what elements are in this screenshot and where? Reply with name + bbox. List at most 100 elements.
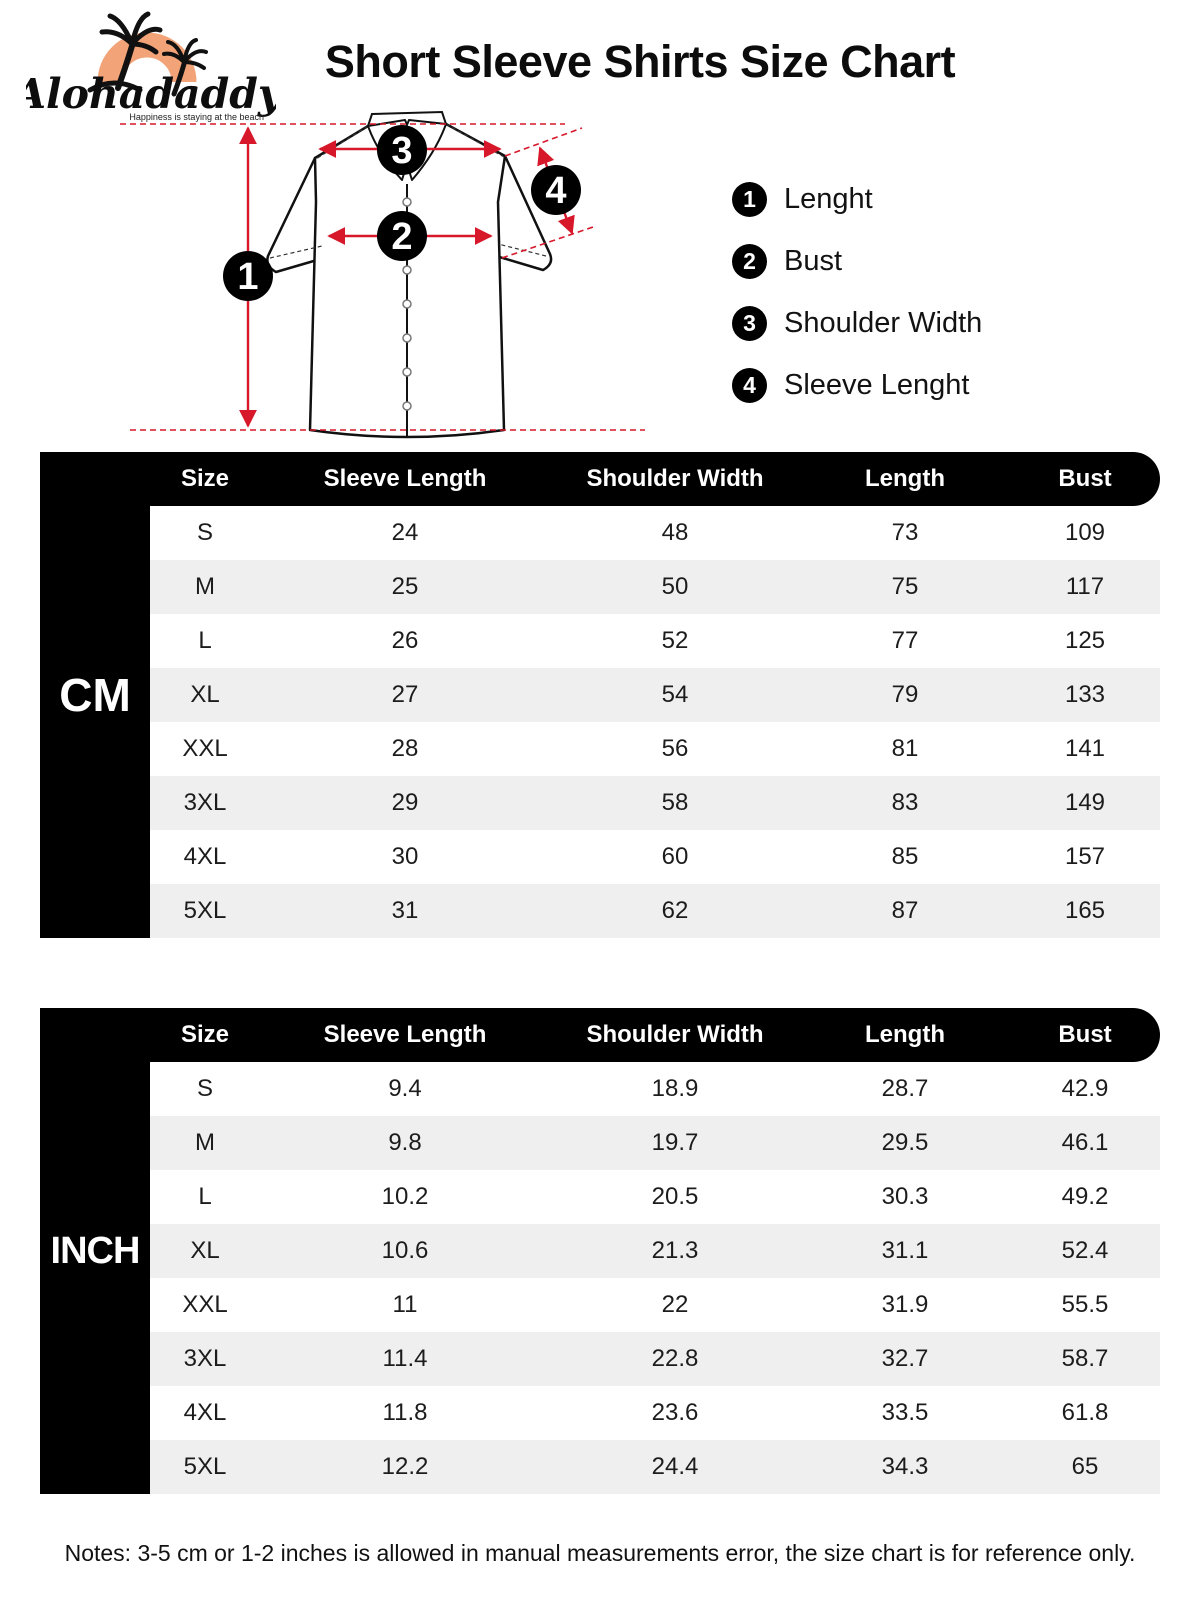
table-cell: 11.4	[382, 1345, 428, 1372]
table-cell: 26	[391, 627, 419, 654]
shirt-diagram: 1 2 3 4	[120, 110, 645, 439]
table-cell: 73	[891, 519, 919, 546]
svg-text:2: 2	[391, 216, 412, 258]
table-cell: 133	[1064, 681, 1106, 708]
unit-label-cm: CM	[40, 452, 150, 938]
palm-tree-small-icon	[162, 38, 208, 97]
column-header: Sleeve Length	[323, 1021, 487, 1048]
table-cell: 75	[891, 573, 919, 600]
table-cell: 27	[391, 681, 419, 708]
table-cell: 25	[391, 573, 419, 600]
table-row: 5XL 12.2 24.4 34.3 65	[150, 1440, 1160, 1494]
table-cell: 61.8	[1061, 1399, 1109, 1426]
table-cell: 9.8	[388, 1129, 422, 1156]
table-cell: 19.7	[651, 1129, 699, 1156]
column-header: Sleeve Length	[323, 465, 487, 492]
table-row: 4XL 11.8 23.6 33.5 61.8	[150, 1386, 1160, 1440]
table-row: M 9.8 19.7 29.5 46.1	[150, 1116, 1160, 1170]
table-row: S 24 48 73 109	[150, 506, 1160, 560]
table-cell: 11	[392, 1291, 418, 1318]
legend-label: Bust	[784, 244, 843, 277]
svg-text:3: 3	[391, 130, 412, 172]
svg-text:1: 1	[237, 256, 258, 298]
table-cell: 11.8	[382, 1399, 428, 1426]
column-header: Shoulder Width	[586, 465, 764, 492]
table-cell: 30	[391, 843, 419, 870]
column-header: Bust	[1058, 465, 1112, 492]
table-cell: 23.6	[651, 1399, 699, 1426]
palm-tree-icon	[87, 11, 163, 93]
table-cell: 60	[661, 843, 689, 870]
table-row: S 9.4 18.9 28.7 42.9	[150, 1062, 1160, 1116]
table-cell: 3XL	[183, 1345, 227, 1372]
table-cell: M	[195, 573, 215, 600]
page-title: Short Sleeve Shirts Size Chart	[324, 36, 956, 87]
table-cell: 12.2	[381, 1453, 429, 1480]
badge-3: 3	[377, 125, 427, 175]
table-cell: 157	[1064, 843, 1106, 870]
table-body: S 24 48 73 109 M 25 50 75 117 L 26 52 77 125 XL 27 54 79 13…	[150, 506, 1160, 938]
table-cell: 31	[391, 897, 419, 924]
table-cell: 32.7	[881, 1345, 929, 1372]
table-cell: 141	[1064, 735, 1106, 762]
table-cell: 52.4	[1061, 1237, 1109, 1264]
table-row: 4XL 30 60 85 157	[150, 830, 1160, 884]
column-header: Size	[180, 465, 230, 492]
table-cell: 42.9	[1061, 1075, 1109, 1102]
table-cell: 56	[661, 735, 689, 762]
table-cell: 65	[1071, 1453, 1099, 1480]
table-cell: 29.5	[881, 1129, 929, 1156]
table-row: L 10.2 20.5 30.3 49.2	[150, 1170, 1160, 1224]
table-cell: XXL	[182, 1291, 228, 1318]
table-cell: 5XL	[183, 897, 227, 924]
table-cell: XL	[190, 1237, 220, 1264]
table-cell: 109	[1064, 519, 1106, 546]
table-cell: 24	[391, 519, 419, 546]
table-row: XXL 11 22 31.9 55.5	[150, 1278, 1160, 1332]
table-cell: 62	[661, 897, 689, 924]
table-cell: 125	[1064, 627, 1106, 654]
table-cell: 77	[891, 627, 919, 654]
table-cell: 50	[661, 573, 689, 600]
brand-logo: Alohadaddy Happiness is staying at the b…	[26, 11, 276, 122]
legend-badge-2: 2	[732, 243, 767, 279]
legend-item-sleeve-length: 4 Sleeve Lenght	[732, 362, 982, 408]
legend-label: Sleeve Lenght	[784, 368, 970, 401]
table-cell: 22	[661, 1291, 689, 1318]
table-cell: 28.7	[881, 1075, 929, 1102]
table-cell: XXL	[182, 735, 228, 762]
legend-item-shoulder-width: 3 Shoulder Width	[732, 300, 982, 346]
table-cell: 5XL	[183, 1453, 227, 1480]
brand-tagline: Happiness is staying at the beach	[129, 112, 264, 122]
brand-name: Alohadaddy	[26, 70, 276, 118]
legend-label: Lenght	[784, 182, 873, 215]
table-header-row: Size Sleeve Length Shoulder Width Length Bus…	[40, 1008, 1160, 1062]
table-cell: 81	[891, 735, 919, 762]
legend-label: Shoulder Width	[784, 306, 983, 339]
table-cell: 55.5	[1061, 1291, 1109, 1318]
table-cell: 4XL	[183, 843, 227, 870]
table-row: 3XL 11.4 22.8 32.7 58.7	[150, 1332, 1160, 1386]
size-table-cm: CM Size Sleeve Length Shoulder Width Length…	[40, 452, 1160, 938]
table-cell: S	[196, 519, 213, 546]
unit-label-inch: INCH	[40, 1008, 150, 1494]
table-cell: 10.2	[381, 1183, 429, 1210]
table-cell: 18.9	[651, 1075, 699, 1102]
table-cell: 20.5	[651, 1183, 699, 1210]
table-cell: 31.1	[881, 1237, 929, 1264]
table-cell: 58.7	[1061, 1345, 1109, 1372]
legend-item-length: 1 Lenght	[732, 176, 982, 222]
table-cell: 83	[891, 789, 919, 816]
column-header: Size	[180, 1021, 230, 1048]
table-cell: 79	[891, 681, 919, 708]
table-cell: 9.4	[388, 1075, 422, 1102]
svg-text:4: 4	[545, 170, 566, 212]
table-cell: 31.9	[881, 1291, 929, 1318]
table-body: S 9.4 18.9 28.7 42.9 M 9.8 19.7 29.5 46.1 L 10.2 20.…	[150, 1062, 1160, 1494]
table-cell: 46.1	[1061, 1129, 1109, 1156]
table-cell: M	[195, 1129, 215, 1156]
table-row: 3XL 29 58 83 149	[150, 776, 1160, 830]
table-cell: 165	[1064, 897, 1106, 924]
table-cell: 117	[1065, 573, 1105, 600]
